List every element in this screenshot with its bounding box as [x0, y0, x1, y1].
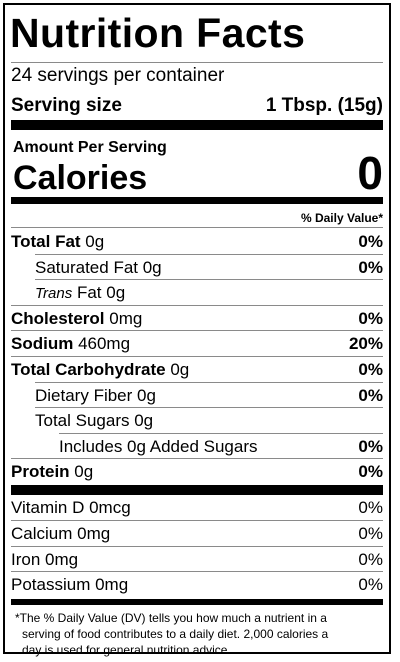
- label-title: Nutrition Facts: [10, 10, 306, 56]
- nutrient-name-bold: Total Carbohydrate: [11, 360, 166, 379]
- footnote-line-2: serving of food contributes to a daily d…: [22, 627, 329, 641]
- nutrient-name-bold: Total Fat: [11, 232, 81, 251]
- calories-value: 0: [357, 147, 383, 199]
- row-divider: [35, 279, 383, 281]
- row-divider: [11, 458, 383, 460]
- nutrient-amount: 0mg: [104, 308, 143, 328]
- nutrient-row: Dietary Fiber 0g 0%: [11, 383, 383, 409]
- nutrient-amount: Fat 0g: [72, 283, 126, 303]
- nutrient-name: Trans Fat 0g: [35, 282, 125, 305]
- vitamin-row: Potassium 0mg 0%: [11, 572, 383, 598]
- vitamin-daily-value: 0%: [358, 523, 383, 543]
- thick-divider-vitamins: [11, 485, 383, 495]
- thick-divider-footnote: [11, 599, 383, 605]
- nutrient-daily-value: 0%: [358, 385, 383, 405]
- vitamin-daily-value: 0%: [358, 498, 383, 517]
- footnote: *The % Daily Value (DV) tells you how mu…: [15, 610, 387, 658]
- nutrient-row: Saturated Fat 0g 0%: [11, 255, 383, 281]
- nutrient-name: Sodium 460mg: [11, 333, 130, 355]
- nutrient-name: Dietary Fiber 0g: [35, 385, 156, 405]
- nutrient-daily-value: 0%: [358, 436, 383, 456]
- nutrient-name: Total Carbohydrate 0g: [11, 359, 189, 381]
- nutrient-daily-value: 0%: [358, 462, 383, 482]
- nutrient-daily-value: 0%: [358, 360, 383, 379]
- row-divider: [11, 304, 383, 306]
- row-divider: [11, 571, 383, 573]
- vitamin-row: Iron 0mg 0%: [11, 547, 383, 573]
- row-divider: [35, 407, 383, 409]
- nutrient-name: Saturated Fat 0g: [35, 257, 162, 277]
- nutrient-name: Total Fat 0g: [11, 231, 104, 253]
- amount-per-serving: Amount Per Serving: [13, 139, 167, 156]
- nutrient-row: Total Sugars 0g: [11, 408, 383, 434]
- nutrient-name-bold: Sodium: [11, 334, 74, 354]
- nutrient-amount: 0g: [80, 232, 105, 251]
- row-divider: [59, 432, 383, 434]
- nutrient-daily-value: 0%: [358, 257, 383, 277]
- vitamin-name: Vitamin D 0mcg: [11, 498, 131, 517]
- vitamin-row: Vitamin D 0mcg 0%: [11, 495, 383, 521]
- nutrient-name-bold: Protein: [11, 462, 70, 482]
- nutrition-facts-label: Nutrition Facts 24 servings per containe…: [3, 3, 391, 657]
- serving-size-label: Serving size: [11, 95, 122, 116]
- row-divider: [11, 545, 383, 547]
- nutrient-daily-value: 0%: [358, 308, 383, 328]
- nutrient-row: Sodium 460mg 20%: [11, 331, 383, 357]
- vitamin-name: Potassium 0mg: [11, 575, 129, 595]
- nutrient-row: Total Fat 0g 0%: [11, 229, 383, 255]
- footnote-line-3: day is used for general nutrition advice…: [22, 643, 231, 657]
- nutrient-amount: 0g: [165, 360, 190, 379]
- nutrient-row: Cholesterol 0mg 0%: [11, 306, 383, 332]
- daily-value-header: % Daily Value*: [300, 211, 383, 225]
- nutrient-daily-value: 0%: [358, 232, 383, 251]
- nutrient-row: Includes 0g Added Sugars 0%: [11, 434, 383, 460]
- nutrient-amount: 0g: [69, 462, 94, 482]
- nutrient-row: Protein 0g 0%: [11, 459, 383, 485]
- footnote-line-1: *The % Daily Value (DV) tells you how mu…: [15, 611, 327, 625]
- row-divider: [11, 355, 383, 357]
- title-divider: [11, 62, 383, 63]
- vitamin-daily-value: 0%: [358, 575, 383, 595]
- vitamin-row: Calcium 0mg 0%: [11, 521, 383, 547]
- nutrient-name: Protein 0g: [11, 461, 93, 483]
- calories-label: Calories: [13, 159, 148, 197]
- nutrient-name: Cholesterol 0mg: [11, 308, 142, 330]
- thick-divider-top: [11, 120, 383, 130]
- nutrient-amount: 460mg: [73, 334, 131, 354]
- row-divider: [35, 381, 383, 383]
- thick-divider-calories: [11, 197, 383, 204]
- vitamin-name: Iron 0mg: [11, 549, 79, 569]
- servings-per-container: 24 servings per container: [11, 65, 225, 86]
- nutrient-row: Trans Fat 0g: [11, 280, 383, 306]
- nutrient-name-bold: Cholesterol: [11, 308, 105, 328]
- nutrient-name: Includes 0g Added Sugars: [59, 436, 258, 456]
- nutrient-daily-value: 20%: [348, 334, 383, 354]
- serving-size-value: 1 Tbsp. (15g): [265, 95, 383, 116]
- row-divider: [11, 519, 383, 521]
- nutrient-row: Total Carbohydrate 0g 0%: [11, 357, 383, 383]
- nutrient-name-italic: Trans: [35, 285, 73, 303]
- dv-header-divider: [11, 227, 383, 228]
- vitamin-daily-value: 0%: [358, 549, 383, 569]
- row-divider: [11, 330, 383, 332]
- vitamin-name: Calcium 0mg: [11, 523, 111, 543]
- nutrient-name: Total Sugars 0g: [35, 411, 154, 431]
- row-divider: [35, 253, 383, 255]
